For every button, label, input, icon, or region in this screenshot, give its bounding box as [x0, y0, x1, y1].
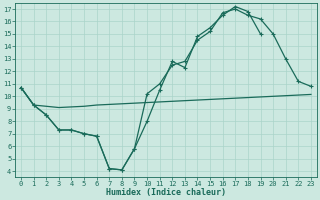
X-axis label: Humidex (Indice chaleur): Humidex (Indice chaleur)	[106, 188, 226, 197]
